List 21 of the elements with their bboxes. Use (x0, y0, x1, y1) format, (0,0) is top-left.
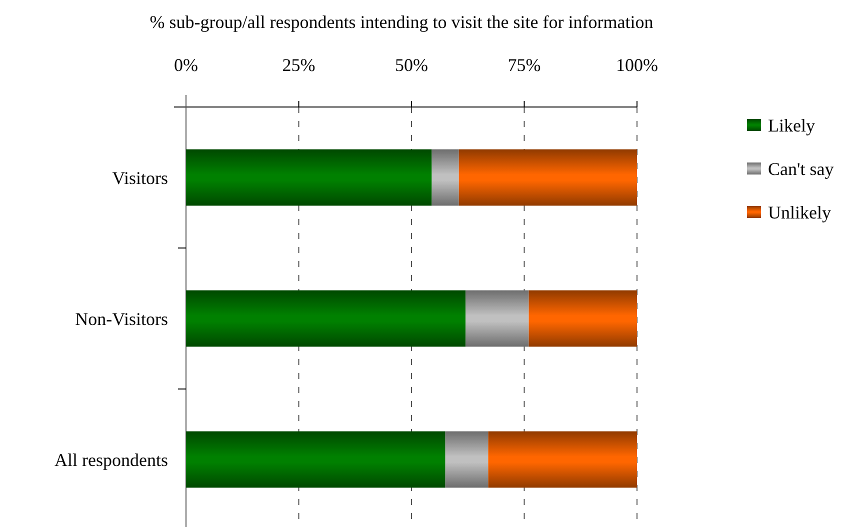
legend-label: Unlikely (768, 202, 831, 222)
y-tick-label: Non-Visitors (75, 308, 168, 329)
x-axis-title: % sub-group/all respondents intending to visit the site for information (150, 12, 654, 32)
legend-label: Can't say (768, 158, 834, 179)
bar (186, 431, 446, 488)
bar (466, 290, 529, 347)
x-tick-label: 25% (282, 55, 316, 75)
x-tick-label: 0% (174, 55, 198, 75)
bar (528, 290, 637, 347)
bar (186, 149, 432, 206)
bar (186, 290, 466, 347)
legend-label: Likely (768, 115, 815, 136)
x-tick-label: 50% (395, 55, 428, 75)
bar (488, 431, 637, 488)
x-tick-label: 75% (508, 55, 541, 75)
y-tick-label: Visitors (112, 168, 168, 188)
bar (432, 149, 459, 206)
y-tick-label: All respondents (54, 450, 168, 470)
bar (445, 431, 488, 488)
bar (458, 149, 637, 206)
x-tick-label: 100% (616, 55, 658, 75)
